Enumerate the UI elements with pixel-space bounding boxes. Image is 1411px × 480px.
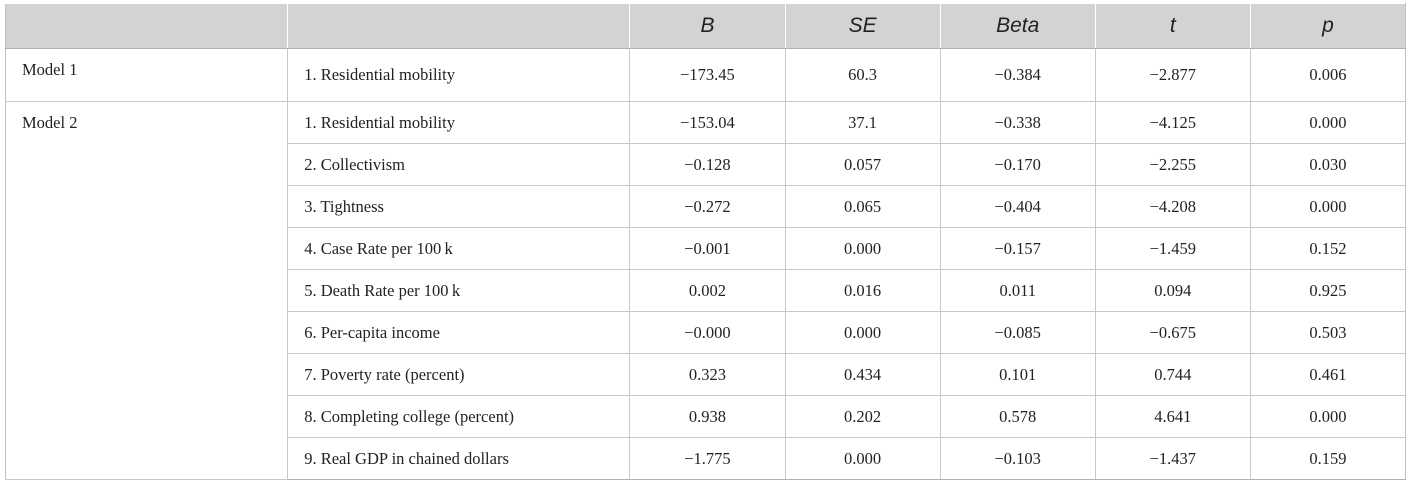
regression-table: B SE Beta t p Model 1 1. Residential mob…: [4, 3, 1407, 480]
t-cell: −0.675: [1094, 311, 1251, 354]
t-cell: −4.208: [1094, 185, 1251, 228]
t-cell: −1.437: [1094, 437, 1251, 480]
b-cell: 0.938: [629, 395, 786, 438]
b-cell: −1.775: [629, 437, 786, 480]
table-row: 7. Poverty rate (percent) 0.323 0.434 0.…: [6, 353, 1407, 396]
variable-cell: 9. Real GDP in chained dollars: [287, 437, 631, 480]
b-cell: −173.45: [629, 48, 786, 102]
beta-cell: −0.103: [939, 437, 1096, 480]
se-cell: 0.057: [784, 143, 941, 186]
p-cell: 0.925: [1249, 269, 1407, 312]
table-row: 2. Collectivism −0.128 0.057 −0.170 −2.2…: [6, 143, 1407, 186]
beta-cell: −0.404: [939, 185, 1096, 228]
beta-cell: −0.384: [939, 48, 1096, 102]
beta-cell: −0.085: [939, 311, 1096, 354]
p-cell: 0.159: [1249, 437, 1407, 480]
se-cell: 0.065: [784, 185, 941, 228]
header-b: B: [629, 3, 786, 49]
header-row: B SE Beta t p: [4, 3, 1407, 49]
variable-cell: 8. Completing college (percent): [287, 395, 631, 438]
t-cell: −1.459: [1094, 227, 1251, 270]
beta-cell: 0.011: [939, 269, 1096, 312]
p-cell: 0.461: [1249, 353, 1407, 396]
p-cell: 0.000: [1249, 185, 1407, 228]
t-cell: −2.255: [1094, 143, 1251, 186]
t-cell: −4.125: [1094, 101, 1251, 144]
table-row: 3. Tightness −0.272 0.065 −0.404 −4.208 …: [6, 185, 1407, 228]
se-cell: 0.202: [784, 395, 941, 438]
table-row: Model 2 1. Residential mobility −153.04 …: [4, 101, 1407, 480]
se-cell: 0.000: [784, 437, 941, 480]
b-cell: 0.002: [629, 269, 786, 312]
se-cell: 37.1: [784, 101, 941, 144]
variable-cell: 7. Poverty rate (percent): [287, 353, 631, 396]
t-cell: 0.094: [1094, 269, 1251, 312]
header-beta: Beta: [939, 3, 1096, 49]
variable-cell: 4. Case Rate per 100 k: [287, 227, 631, 270]
variable-cell: 3. Tightness: [287, 185, 631, 228]
variable-cell: 5. Death Rate per 100 k: [287, 269, 631, 312]
regression-table-container: B SE Beta t p Model 1 1. Residential mob…: [4, 3, 1407, 480]
b-cell: −0.128: [629, 143, 786, 186]
table-body: Model 1 1. Residential mobility −173.45 …: [4, 48, 1407, 480]
b-cell: 0.323: [629, 353, 786, 396]
p-cell: 0.030: [1249, 143, 1407, 186]
b-cell: −0.272: [629, 185, 786, 228]
beta-cell: −0.338: [939, 101, 1096, 144]
beta-cell: 0.578: [939, 395, 1096, 438]
header-variable: [287, 3, 631, 49]
variable-cell: 2. Collectivism: [287, 143, 631, 186]
table-row: 5. Death Rate per 100 k 0.002 0.016 0.01…: [6, 269, 1407, 312]
se-cell: 0.016: [784, 269, 941, 312]
p-cell: 0.152: [1249, 227, 1407, 270]
table-row: 6. Per-capita income −0.000 0.000 −0.085…: [6, 311, 1407, 354]
b-cell: −0.000: [629, 311, 786, 354]
t-cell: 4.641: [1094, 395, 1251, 438]
table-row: 8. Completing college (percent) 0.938 0.…: [6, 395, 1407, 438]
t-cell: 0.744: [1094, 353, 1251, 396]
model-label: Model 1: [4, 48, 289, 102]
beta-cell: 0.101: [939, 353, 1096, 396]
b-cell: −0.001: [629, 227, 786, 270]
se-cell: 0.000: [784, 311, 941, 354]
b-cell: −153.04: [629, 101, 786, 144]
table-row: Model 1 1. Residential mobility −173.45 …: [4, 48, 1407, 102]
model-label: Model 2: [4, 101, 289, 480]
table-row: 4. Case Rate per 100 k −0.001 0.000 −0.1…: [6, 227, 1407, 270]
se-cell: 0.000: [784, 227, 941, 270]
header-model: [4, 3, 289, 49]
beta-cell: −0.170: [939, 143, 1096, 186]
p-cell: 0.000: [1249, 395, 1407, 438]
se-cell: 60.3: [784, 48, 941, 102]
p-cell: 0.006: [1249, 48, 1407, 102]
se-cell: 0.434: [784, 353, 941, 396]
header-se: SE: [784, 3, 941, 49]
variable-cell: 1. Residential mobility: [287, 48, 631, 102]
p-cell: 0.503: [1249, 311, 1407, 354]
header-p: p: [1249, 3, 1407, 49]
p-cell: 0.000: [1249, 101, 1407, 144]
beta-cell: −0.157: [939, 227, 1096, 270]
t-cell: −2.877: [1094, 48, 1251, 102]
header-t: t: [1094, 3, 1251, 49]
variable-cell: 1. Residential mobility: [287, 101, 631, 144]
variable-cell: 6. Per-capita income: [287, 311, 631, 354]
